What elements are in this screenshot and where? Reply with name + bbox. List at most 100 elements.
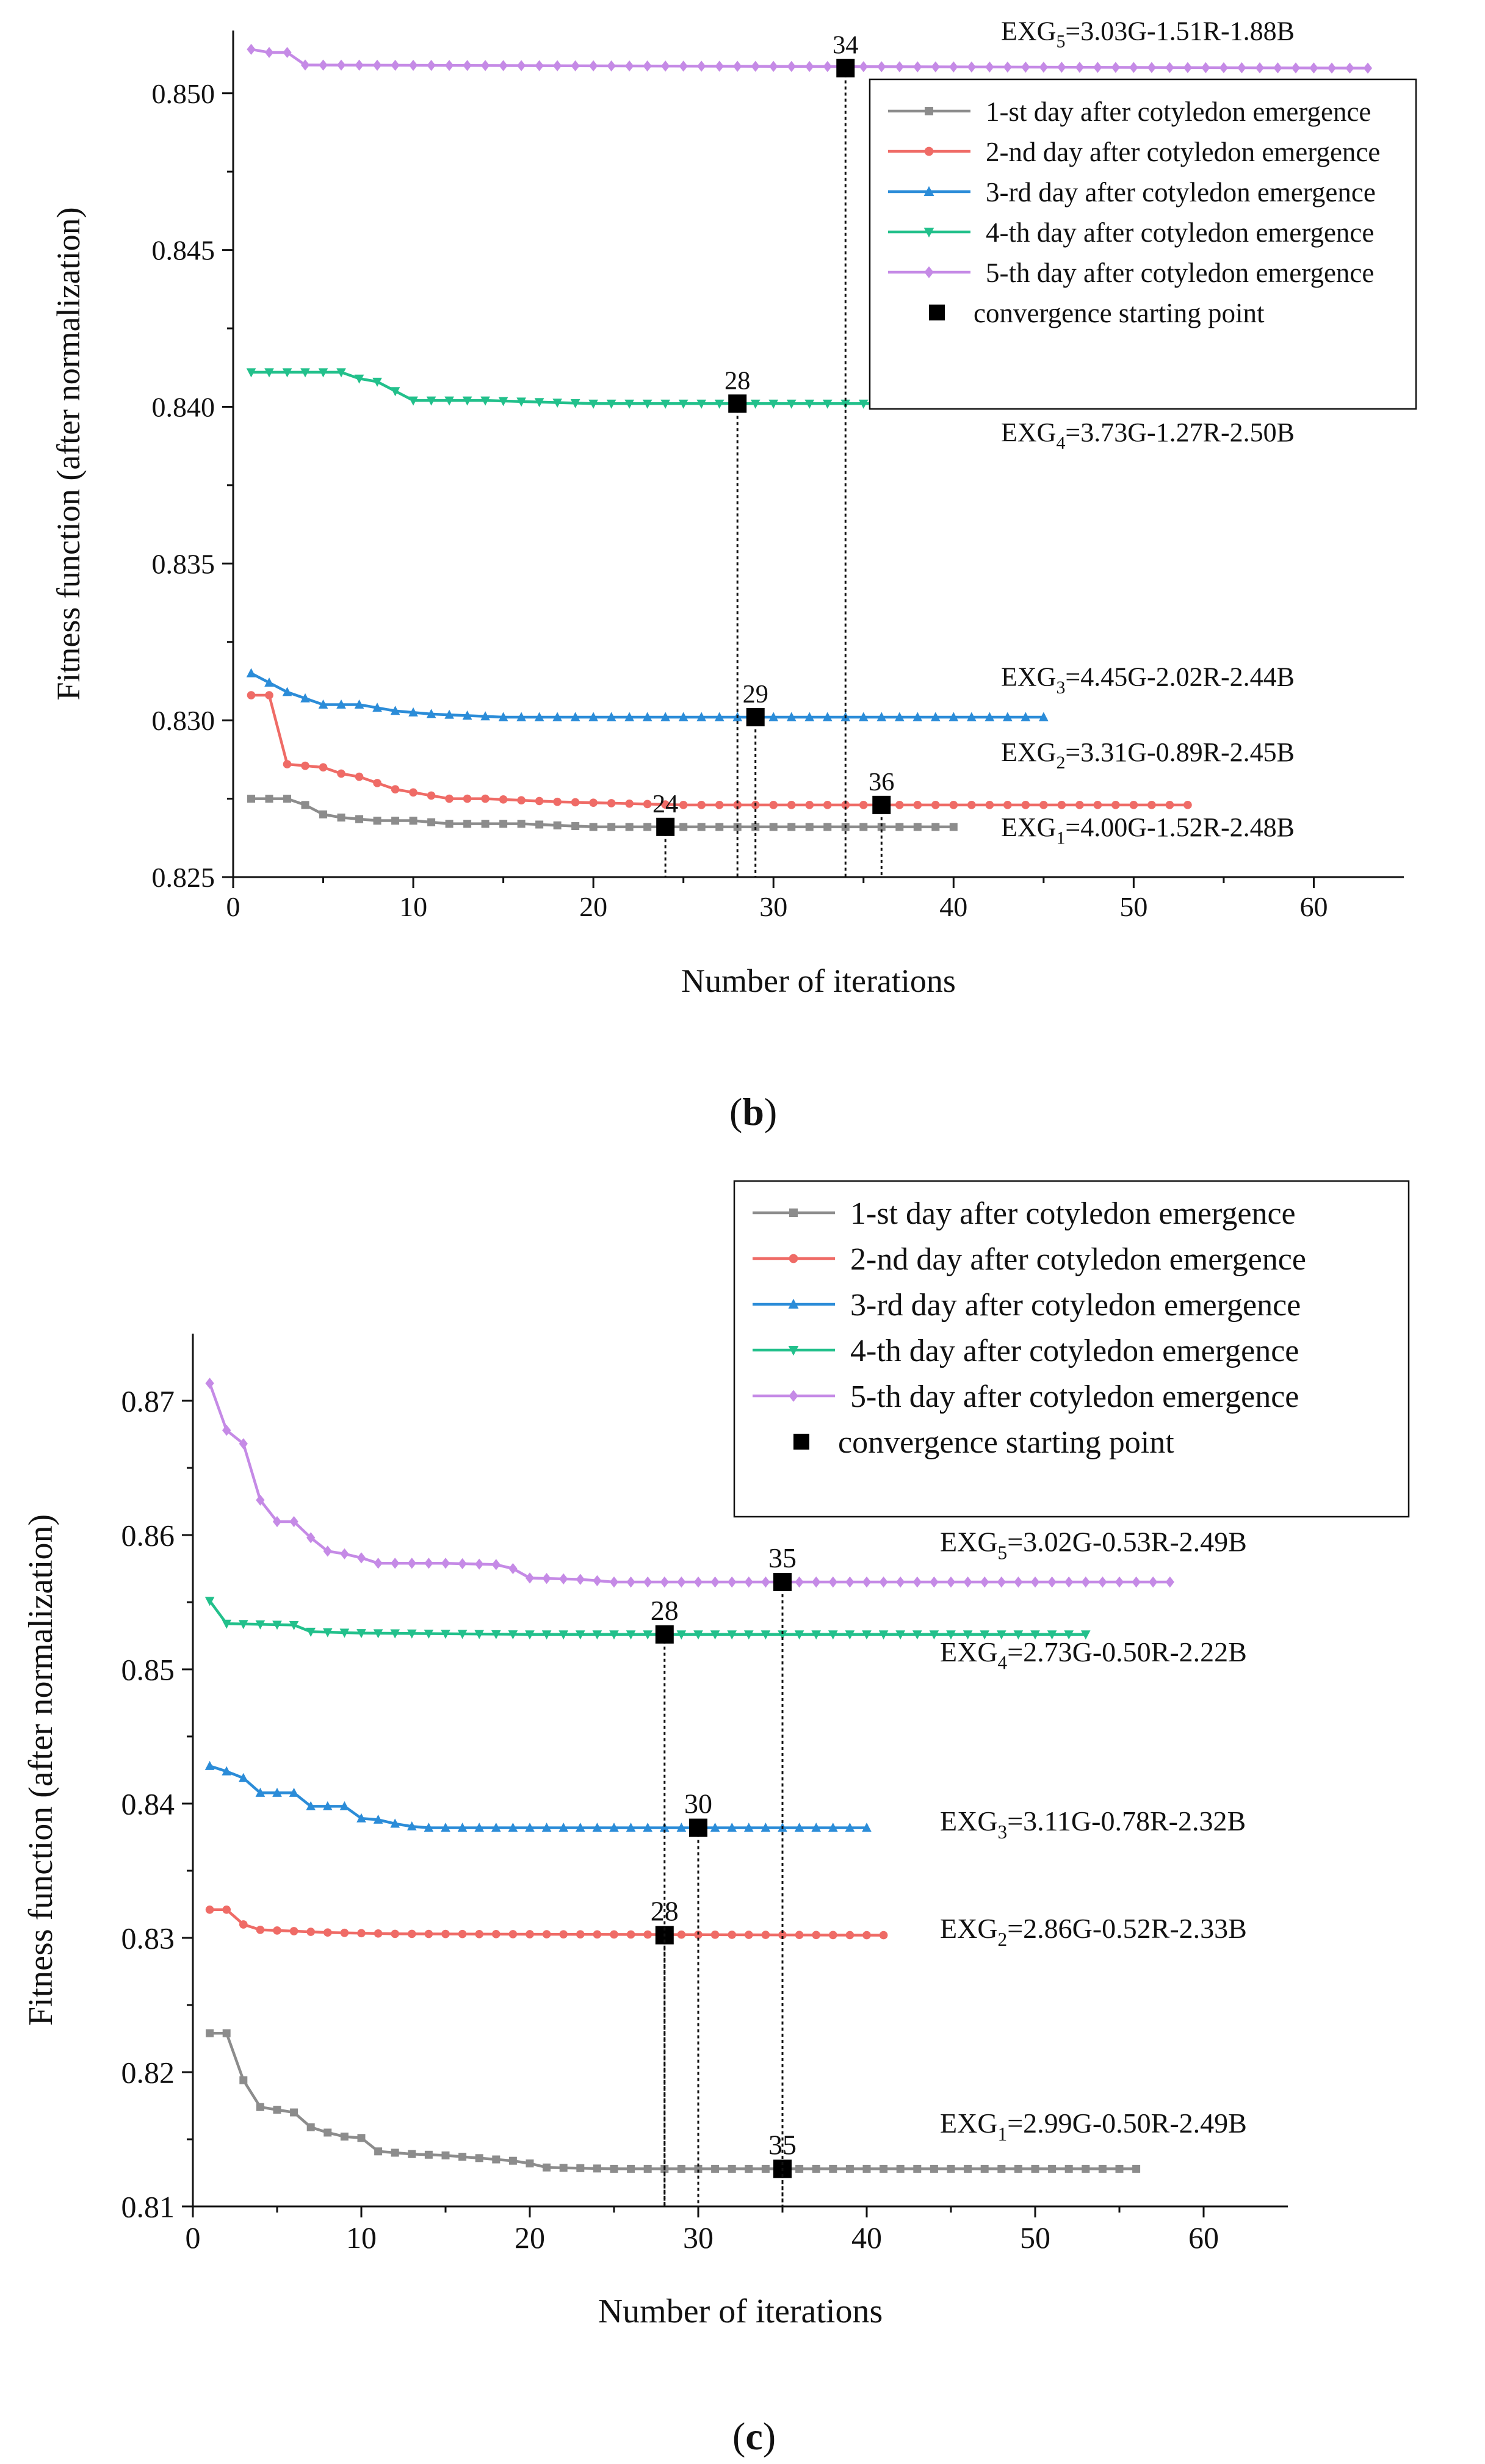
series-point bbox=[811, 1630, 821, 1640]
series-point bbox=[828, 1823, 838, 1832]
series-point bbox=[949, 61, 958, 73]
series-point bbox=[679, 823, 688, 831]
series-point bbox=[508, 1630, 518, 1640]
convergence-marker bbox=[746, 708, 765, 727]
equation-label-2: EXG2=3.31G-0.89R-2.45B bbox=[1001, 737, 1295, 773]
series-point bbox=[678, 399, 688, 409]
series-point bbox=[289, 1927, 298, 1935]
series-point bbox=[462, 396, 472, 406]
legend-swatch-marker bbox=[788, 1346, 799, 1356]
series-point bbox=[661, 800, 670, 809]
series-point bbox=[445, 794, 453, 803]
equation-label-1: EXG1=2.99G-0.50R-2.49B bbox=[940, 2108, 1247, 2145]
series-point bbox=[427, 60, 436, 71]
series-point bbox=[744, 1630, 754, 1640]
series-point bbox=[895, 823, 904, 831]
series-point bbox=[372, 59, 382, 71]
x-tick-label: 60 bbox=[1188, 2220, 1219, 2255]
series-point bbox=[1021, 801, 1030, 809]
y-tick-label: 0.84 bbox=[121, 1787, 175, 1821]
series-point bbox=[643, 1576, 652, 1588]
series-point bbox=[283, 46, 292, 59]
series-point bbox=[912, 1576, 922, 1588]
y-tick-label: 0.82 bbox=[121, 2056, 175, 2090]
series-point bbox=[283, 795, 292, 803]
equation-prefix: EXG bbox=[1001, 737, 1056, 767]
equation-label-4: EXG4=3.73G-1.27R-2.50B bbox=[1001, 417, 1295, 453]
series-point bbox=[862, 1576, 872, 1588]
series-point bbox=[391, 2148, 399, 2157]
equation-body: =3.73G-1.27R-2.50B bbox=[1065, 417, 1295, 447]
series-point bbox=[1081, 1576, 1090, 1588]
legend-entry: 3-rd day after cotyledon emergence bbox=[850, 1288, 1301, 1323]
series-point bbox=[588, 712, 598, 721]
series-point bbox=[859, 801, 868, 809]
convergence-label: 35 bbox=[768, 1542, 797, 1573]
series-point bbox=[845, 1630, 855, 1640]
convergence-marker bbox=[773, 1573, 792, 1591]
series-point bbox=[356, 1552, 366, 1564]
series-point bbox=[541, 1630, 552, 1640]
x-tick-label: 30 bbox=[683, 2220, 714, 2255]
series-point bbox=[542, 1930, 551, 1938]
equation-body: =4.45G-2.02R-2.44B bbox=[1065, 662, 1295, 692]
series-point bbox=[624, 399, 634, 409]
series-point bbox=[264, 677, 274, 687]
legend-box bbox=[733, 1180, 1410, 1518]
series-point bbox=[462, 710, 472, 720]
legend-entry: 3-rd day after cotyledon emergence bbox=[986, 177, 1376, 208]
series-point bbox=[354, 699, 364, 709]
equation-body: =2.73G-0.50R-2.22B bbox=[1007, 1636, 1247, 1667]
convergence-label: 34 bbox=[833, 31, 858, 60]
series-point bbox=[794, 1630, 804, 1640]
series-point bbox=[1098, 1576, 1107, 1588]
series-point bbox=[441, 2151, 450, 2159]
series-point bbox=[1003, 61, 1012, 73]
series-2 bbox=[205, 1905, 888, 1940]
series-point bbox=[795, 2164, 804, 2173]
series-point bbox=[492, 2155, 500, 2164]
series-point bbox=[246, 668, 256, 677]
series-point bbox=[609, 1823, 619, 1832]
series-point bbox=[786, 399, 797, 409]
series-point bbox=[300, 693, 310, 703]
equation-subscript: 2 bbox=[998, 1929, 1008, 1950]
series-point bbox=[1093, 801, 1102, 809]
series-point bbox=[407, 1629, 417, 1639]
series-point bbox=[319, 763, 328, 772]
series-point bbox=[289, 1516, 298, 1528]
equation-body: =2.86G-0.52R-2.33B bbox=[1007, 1913, 1247, 1944]
series-point bbox=[980, 2164, 989, 2173]
series-point bbox=[273, 1926, 281, 1935]
series-point bbox=[931, 823, 940, 831]
series-point bbox=[458, 1558, 467, 1570]
series-1 bbox=[247, 795, 958, 831]
series-point bbox=[912, 1630, 922, 1640]
series-point bbox=[390, 706, 400, 715]
series-point bbox=[408, 396, 418, 406]
series-point bbox=[301, 761, 309, 770]
series-point bbox=[963, 1576, 972, 1588]
series-point bbox=[823, 823, 832, 831]
series-point bbox=[895, 801, 904, 809]
series-point bbox=[1047, 1630, 1057, 1640]
series-point bbox=[588, 399, 598, 409]
series-point bbox=[571, 798, 580, 807]
series-point bbox=[222, 1905, 231, 1914]
series-point bbox=[607, 799, 616, 807]
series-point bbox=[445, 820, 453, 828]
series-point bbox=[609, 1576, 619, 1588]
series-point bbox=[542, 1573, 551, 1584]
equation-subscript: 1 bbox=[998, 2123, 1008, 2145]
series-point bbox=[625, 60, 634, 72]
series-point bbox=[1014, 1576, 1023, 1588]
panel-label-b: (b) bbox=[729, 1090, 778, 1133]
series-point bbox=[627, 2164, 635, 2173]
series-point bbox=[761, 1576, 770, 1588]
series-point bbox=[222, 1619, 231, 1629]
legend-entry: convergence starting point bbox=[974, 298, 1265, 328]
series-point bbox=[534, 712, 544, 721]
series-point bbox=[715, 823, 724, 831]
series-point bbox=[1030, 1630, 1040, 1640]
series-point bbox=[390, 1818, 400, 1828]
